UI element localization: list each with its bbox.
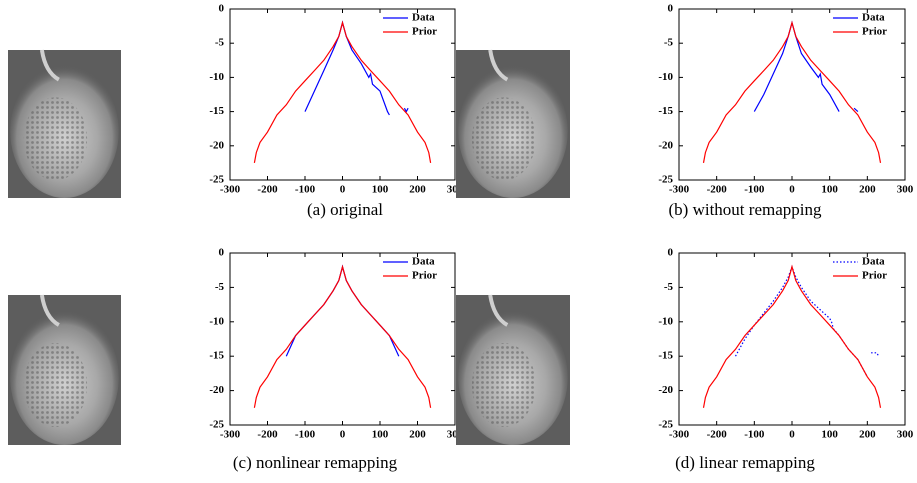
legend-label: Data	[862, 256, 885, 268]
x-tick-label: 300	[897, 184, 914, 196]
y-tick-label: -20	[658, 139, 673, 151]
photo-texture	[471, 343, 536, 427]
x-tick-label: -300	[220, 429, 241, 441]
x-tick-label: -200	[707, 429, 728, 441]
x-tick-label: -200	[257, 184, 278, 196]
x-tick-label: 100	[372, 429, 389, 441]
caption: (b) without remapping	[669, 200, 822, 219]
series-line	[753, 20, 859, 113]
y-tick-label: 0	[668, 247, 674, 259]
y-tick-label: -5	[664, 281, 674, 293]
series-line	[702, 264, 882, 408]
x-tick-label: 100	[821, 184, 838, 196]
y-tick-label: -20	[209, 384, 224, 396]
legend-label: Prior	[862, 26, 887, 38]
y-tick-label: -15	[209, 350, 224, 362]
x-tick-label: 200	[859, 184, 876, 196]
y-tick-label: 0	[219, 3, 225, 15]
y-tick-label: -5	[215, 281, 225, 293]
y-tick-label: -10	[209, 71, 224, 83]
y-tick-label: -10	[209, 315, 224, 327]
legend-label: Data	[412, 256, 435, 268]
y-tick-label: -25	[209, 419, 224, 431]
series-line	[304, 20, 409, 116]
photo-stalk	[39, 294, 60, 327]
series-line	[253, 264, 432, 408]
series-line	[253, 20, 432, 164]
x-tick-label: -200	[257, 429, 278, 441]
x-tick-label: -300	[669, 184, 690, 196]
series-line	[702, 20, 882, 164]
caption: (d) linear remapping	[675, 453, 815, 472]
x-tick-label: 100	[821, 429, 838, 441]
y-tick-label: -25	[658, 174, 673, 186]
legend-label: Prior	[412, 26, 437, 38]
x-tick-label: -200	[707, 184, 728, 196]
y-tick-label: -5	[215, 37, 225, 49]
x-tick-label: 200	[409, 184, 426, 196]
y-tick-label: -15	[658, 350, 673, 362]
x-tick-label: -100	[295, 429, 316, 441]
x-tick-label: 0	[340, 429, 346, 441]
x-tick-label: 200	[409, 429, 426, 441]
y-tick-label: -5	[664, 37, 674, 49]
legend-label: Prior	[412, 270, 437, 282]
photo-texture	[23, 343, 88, 427]
x-tick-label: 0	[789, 429, 795, 441]
photo-stalk	[488, 49, 509, 82]
y-tick-label: 0	[668, 3, 674, 15]
y-tick-label: -15	[209, 105, 224, 117]
x-tick-label: -300	[220, 184, 241, 196]
y-tick-label: -25	[209, 174, 224, 186]
x-tick-label: 200	[859, 429, 876, 441]
legend-label: Data	[412, 12, 435, 24]
x-tick-label: 0	[340, 184, 346, 196]
x-tick-label: -100	[295, 184, 316, 196]
y-tick-label: -10	[658, 315, 673, 327]
x-tick-label: 300	[897, 429, 914, 441]
series-line	[285, 264, 400, 357]
y-tick-label: 0	[219, 247, 225, 259]
caption: (c) nonlinear remapping	[233, 453, 398, 472]
caption: (a) original	[307, 200, 383, 219]
photo-stalk	[39, 49, 60, 82]
photo-texture	[471, 97, 536, 181]
y-tick-label: -15	[658, 105, 673, 117]
x-tick-label: 0	[789, 184, 795, 196]
x-tick-label: -100	[744, 429, 765, 441]
y-tick-label: -20	[658, 384, 673, 396]
photo-stalk	[488, 294, 509, 327]
y-tick-label: -25	[658, 419, 673, 431]
x-tick-label: -300	[669, 429, 690, 441]
x-tick-label: -100	[744, 184, 765, 196]
legend-label: Data	[862, 12, 885, 24]
legend-label: Prior	[862, 270, 887, 282]
photo-texture	[23, 97, 88, 181]
x-tick-label: 100	[372, 184, 389, 196]
y-tick-label: -20	[209, 139, 224, 151]
y-tick-label: -10	[658, 71, 673, 83]
